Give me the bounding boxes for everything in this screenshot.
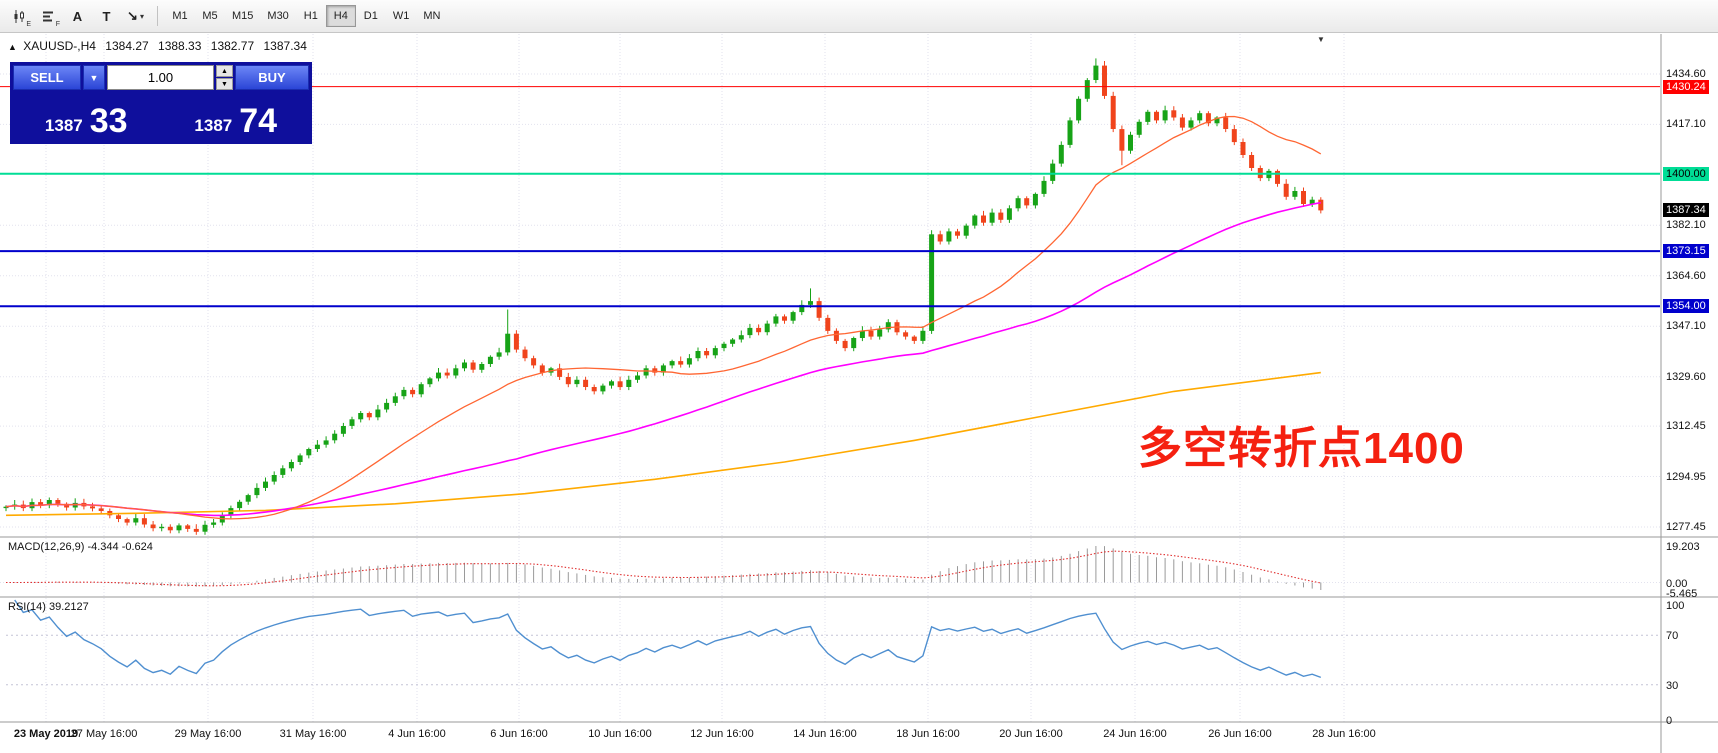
macd-axis-label: 19.203 [1666, 541, 1700, 553]
chart-annotation-text[interactable]: 多空转折点1400 [1138, 424, 1465, 473]
timeframe-button-M1[interactable]: M1 [165, 5, 195, 27]
drawing-tools-icon: ↘ [127, 8, 138, 23]
timeframe-button-H4[interactable]: H4 [325, 5, 356, 27]
buy-price-pips: 74 [239, 102, 278, 140]
rsi-axis-label: 70 [1666, 630, 1679, 643]
text-annotation-tool-icon: A [72, 8, 83, 24]
rsi-indicator-label: RSI(14) 39.2127 [8, 601, 89, 613]
candlestick-chart-tool-button[interactable]: E [6, 4, 33, 28]
price-axis-label: 1382.10 [1666, 219, 1706, 232]
price-axis-label: 1312.45 [1666, 420, 1706, 433]
timeframe-button-M5[interactable]: M5 [195, 5, 225, 27]
drawing-tools-button[interactable]: ↘ ▾ [122, 4, 149, 28]
trade-prices-row: 1387 33 1387 74 [13, 93, 309, 141]
time-axis-label: 4 Jun 16:00 [388, 728, 446, 740]
one-click-trading-panel: SELL ▼ ▲ ▼ BUY 1387 33 1387 74 [10, 62, 312, 144]
sell-price-pips: 33 [89, 102, 128, 140]
price-axis-label: 1417.10 [1666, 118, 1706, 131]
volume-input[interactable] [107, 65, 214, 90]
tick-direction-icon: ▲ [8, 42, 17, 52]
time-axis-label: 31 May 16:00 [279, 728, 347, 740]
timeframe-button-D1[interactable]: D1 [356, 5, 386, 27]
sell-price-main: 1387 [44, 116, 83, 135]
time-axis-label: 6 Jun 16:00 [490, 728, 548, 740]
timeframe-button-W1[interactable]: W1 [386, 5, 417, 27]
volume-decrease-button[interactable]: ▼ [216, 78, 233, 90]
chart-shift-marker-icon: ▼ [1317, 35, 1325, 44]
sell-price-display[interactable]: 1387 33 [13, 93, 160, 141]
price-axis-label: 1329.60 [1666, 370, 1706, 383]
sell-button[interactable]: SELL [13, 65, 81, 90]
toolbar: E F A T ↘ ▾ M1 M5 M15 M30 H1 H4 D1 W1 MN [0, 0, 1718, 33]
time-axis-label: 27 May 16:00 [70, 728, 138, 740]
ohlc-close: 1387.34 [263, 39, 307, 53]
timeframe-button-M30[interactable]: M30 [260, 5, 295, 27]
rsi-axis-label: 100 [1666, 600, 1685, 612]
hline-price-label: 1400.00 [1663, 166, 1709, 181]
hline-price-label: 1430.24 [1663, 79, 1709, 94]
chart-symbol: XAUUSD-,H4 [23, 39, 96, 53]
buy-price-main: 1387 [194, 116, 233, 135]
time-axis-label: 14 Jun 16:00 [793, 728, 857, 740]
price-axis-label: 1277.45 [1666, 520, 1706, 533]
price-axis-label: 1364.60 [1666, 269, 1706, 282]
timeframe-button-MN[interactable]: MN [416, 5, 447, 27]
hline-price-label: 1354.00 [1663, 299, 1709, 314]
time-axis-label: 10 Jun 16:00 [588, 728, 652, 740]
time-axis-label: 28 Jun 16:00 [1312, 728, 1376, 740]
ohlc-open: 1384.27 [105, 39, 149, 53]
candlestick-chart-tool-icon [14, 9, 24, 23]
chart-header: ▲ XAUUSD-,H4 1384.27 1388.33 1382.77 138… [8, 39, 313, 53]
price-axis-label: 1294.95 [1666, 470, 1706, 483]
time-axis-label: 26 Jun 16:00 [1208, 728, 1272, 740]
buy-button[interactable]: BUY [235, 65, 309, 90]
volume-dropdown-button[interactable]: ▼ [83, 65, 105, 90]
toolbar-separator [157, 6, 158, 26]
trade-controls-row: SELL ▼ ▲ ▼ BUY [13, 65, 309, 90]
candlestick-chart-tool-badge: E [26, 21, 31, 28]
time-axis-label: 20 Jun 16:00 [999, 728, 1063, 740]
time-axis-label: 12 Jun 16:00 [690, 728, 754, 740]
volume-increase-button[interactable]: ▲ [216, 65, 233, 77]
rsi-axis-label: 30 [1666, 679, 1679, 692]
timeframe-button-M15[interactable]: M15 [225, 5, 260, 27]
bar-chart-tool-badge: F [55, 21, 60, 28]
chevron-down-icon: ▾ [139, 11, 144, 21]
rsi-axis-label: 0 [1666, 715, 1673, 727]
timeframe-button-H1[interactable]: H1 [296, 5, 326, 27]
text-annotation-tool-button[interactable]: A [64, 4, 91, 28]
ohlc-low: 1382.77 [210, 39, 255, 53]
time-axis-label: 23 May 2019 [13, 728, 79, 740]
price-axis-label: 1347.10 [1666, 320, 1706, 333]
volume-stepper: ▲ ▼ [216, 65, 233, 90]
chevron-down-icon: ▼ [89, 72, 99, 83]
current-price-label: 1387.34 [1663, 203, 1709, 218]
text-label-tool-button[interactable]: T [93, 4, 120, 28]
macd-indicator-label: MACD(12,26,9) -4.344 -0.624 [8, 541, 153, 553]
bar-chart-tool-button[interactable]: F [35, 4, 62, 28]
macd-axis-label: 0.00 [1666, 577, 1688, 590]
macd-axis-label: -5.465 [1666, 587, 1698, 600]
buy-price-display[interactable]: 1387 74 [163, 93, 310, 141]
time-axis-label: 29 May 16:00 [174, 728, 242, 740]
text-label-tool-icon: T [102, 8, 111, 24]
price-axis-label: 1434.60 [1666, 68, 1706, 80]
bar-chart-tool-icon [43, 11, 53, 21]
time-axis-label: 24 Jun 16:00 [1103, 728, 1167, 740]
time-axis-label: 18 Jun 16:00 [896, 728, 960, 740]
ohlc-high: 1388.33 [158, 39, 202, 53]
hline-price-label: 1373.15 [1663, 244, 1709, 259]
